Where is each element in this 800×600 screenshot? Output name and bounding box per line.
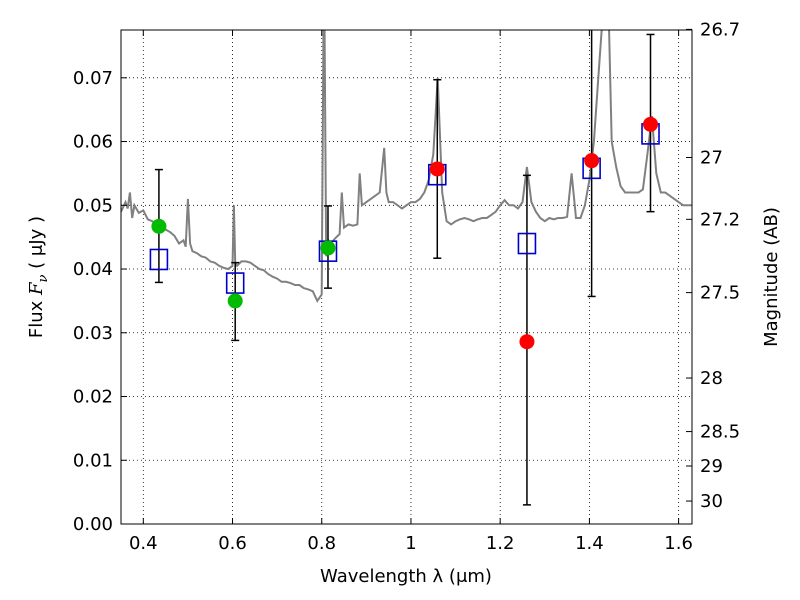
model-flux-marker — [225, 272, 245, 294]
y-tick-label: 0.03 — [73, 323, 113, 344]
x-axis-ticks: 0.4 0.6 0.8 1 1.2 1.4 1.6 — [129, 30, 693, 554]
plot-background — [121, 30, 692, 524]
measured-flux-point — [320, 240, 336, 256]
spectrum-line — [121, 30, 692, 303]
model-flux-marker — [517, 232, 537, 255]
y-tick-label: 0.01 — [73, 450, 113, 471]
measured-flux-point — [519, 334, 535, 350]
x-tick-label: 0.4 — [129, 533, 158, 554]
measured-flux-point — [429, 161, 445, 177]
y-axis-title-suffix: ( μJy ) — [26, 216, 47, 275]
y-tick-label: 0.04 — [73, 259, 113, 280]
y-axis-title-subscript: ν — [36, 274, 51, 282]
x-tick-label: 1 — [405, 533, 416, 554]
model-flux-marker — [149, 248, 169, 271]
right-tick-label: 28.5 — [700, 422, 740, 443]
x-tick-label: 0.6 — [218, 533, 247, 554]
right-tick-label: 27.2 — [700, 209, 740, 230]
right-tick-label: 30 — [700, 491, 723, 512]
x-tick-label: 1.6 — [664, 533, 693, 554]
x-tick-label: 1.2 — [486, 533, 515, 554]
y-tick-label: 0.00 — [73, 514, 113, 535]
y-axis-title-prefix: Flux — [26, 295, 47, 338]
measured-flux-point — [643, 116, 659, 132]
right-axis-ticks: 26.7 27 27.2 27.5 28 28.5 29 30 — [686, 19, 740, 512]
right-tick-label: 29 — [700, 456, 723, 477]
right-tick-label: 27 — [700, 147, 723, 168]
x-tick-label: 0.8 — [307, 533, 336, 554]
right-tick-label: 26.7 — [700, 19, 740, 40]
right-tick-label: 28 — [700, 368, 723, 389]
x-axis-title: Wavelength λ (μm) — [320, 566, 492, 587]
y-tick-label: 0.02 — [73, 387, 113, 408]
right-axis-title: Magnitude (AB) — [761, 207, 782, 347]
y-tick-label: 0.05 — [73, 195, 113, 216]
measured-flux-point — [227, 293, 243, 309]
plot-frame — [120, 29, 693, 525]
measured-flux-point — [584, 153, 600, 169]
measured-flux-point — [151, 218, 167, 234]
y-axis-ticks: 0.00 0.01 0.02 0.03 0.04 0.05 0.06 0.07 — [73, 68, 127, 535]
x-tick-label: 1.4 — [575, 533, 604, 554]
spectrum-layer — [121, 30, 692, 303]
y-tick-label: 0.07 — [73, 68, 113, 89]
y-axis-title: Flux Fν ( μJy ) — [26, 216, 51, 338]
right-tick-label: 27.5 — [700, 283, 740, 304]
measured-flux-layer — [151, 116, 659, 350]
y-axis-title-symbol: F — [26, 281, 47, 296]
y-tick-label: 0.06 — [73, 132, 113, 153]
